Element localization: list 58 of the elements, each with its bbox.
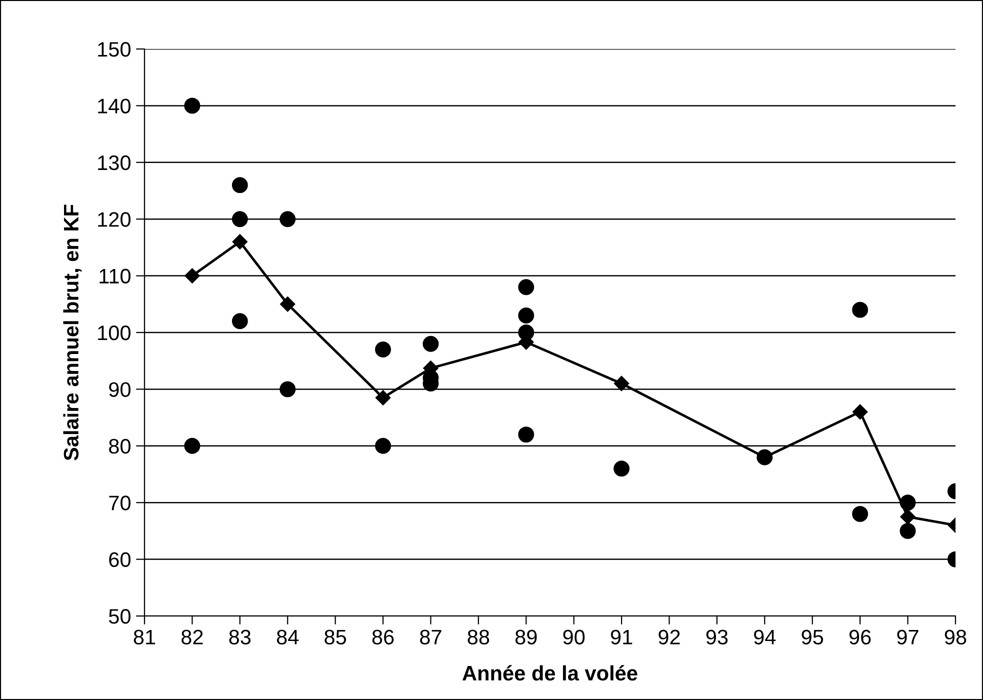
point [280, 381, 296, 398]
y-tick-label: 60 [109, 552, 130, 568]
x-tick-label: 82 [182, 630, 203, 644]
x-tick-label: 97 [897, 630, 918, 644]
y-axis-title: Salaire annuel brut, en KF [63, 204, 82, 460]
y-tick-label: 140 [98, 98, 130, 114]
point [518, 308, 534, 324]
x-tick-label: 98 [944, 630, 966, 644]
x-tick-label: 91 [610, 630, 632, 644]
y-tick-label: 150 [98, 42, 130, 57]
point [232, 211, 248, 228]
x-tick-label: 93 [706, 630, 728, 644]
y-tick-label: 90 [109, 382, 130, 397]
point [900, 494, 916, 511]
x-tick-label: 95 [802, 630, 824, 644]
point [614, 376, 630, 392]
x-tick-label: 83 [229, 630, 251, 644]
x-tick-label: 96 [849, 630, 871, 644]
point [375, 342, 391, 358]
x-tick-label: 87 [420, 630, 442, 644]
y-tick-label: 110 [100, 268, 130, 284]
point [518, 279, 534, 296]
point [518, 426, 534, 443]
x-tick-label: 94 [754, 630, 776, 644]
x-tick-label: 90 [563, 630, 585, 644]
point [280, 296, 296, 312]
point [518, 324, 534, 340]
x-tick-label: 85 [324, 630, 346, 644]
x-axis-title: Année de la volée [462, 665, 638, 681]
point [184, 268, 200, 284]
point [756, 449, 773, 466]
x-tick-label: 81 [134, 630, 156, 644]
x-tick-label: 84 [276, 630, 299, 644]
point [184, 438, 200, 454]
point [422, 336, 439, 352]
point [232, 177, 248, 194]
y-tick-label: 70 [109, 496, 130, 510]
point [852, 302, 868, 318]
point [900, 509, 916, 524]
x-tick-label: 92 [658, 630, 680, 644]
point [184, 98, 200, 114]
point [900, 522, 916, 539]
y-tick-label: 100 [98, 326, 130, 340]
point [852, 506, 868, 522]
x-tick-label: 86 [372, 630, 394, 644]
x-tick-label: 88 [468, 630, 490, 644]
x-tick-label: 89 [515, 630, 537, 644]
y-tick-label: 80 [109, 438, 130, 454]
point [852, 404, 868, 420]
y-tick-label: 50 [108, 609, 130, 624]
y-tick-label: 130 [98, 155, 130, 170]
point [280, 211, 296, 228]
point [375, 390, 391, 406]
point [232, 313, 248, 330]
point [614, 460, 630, 477]
point [375, 438, 391, 454]
point [232, 234, 248, 250]
y-tick-label: 120 [98, 212, 130, 227]
